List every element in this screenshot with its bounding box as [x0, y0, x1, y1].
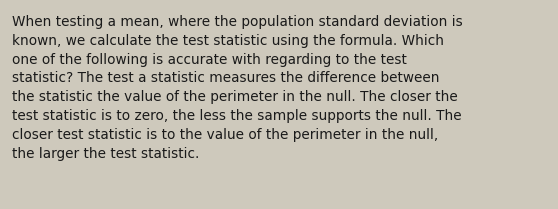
Text: When testing a mean, where the population standard deviation is
known, we calcul: When testing a mean, where the populatio… — [12, 15, 463, 161]
